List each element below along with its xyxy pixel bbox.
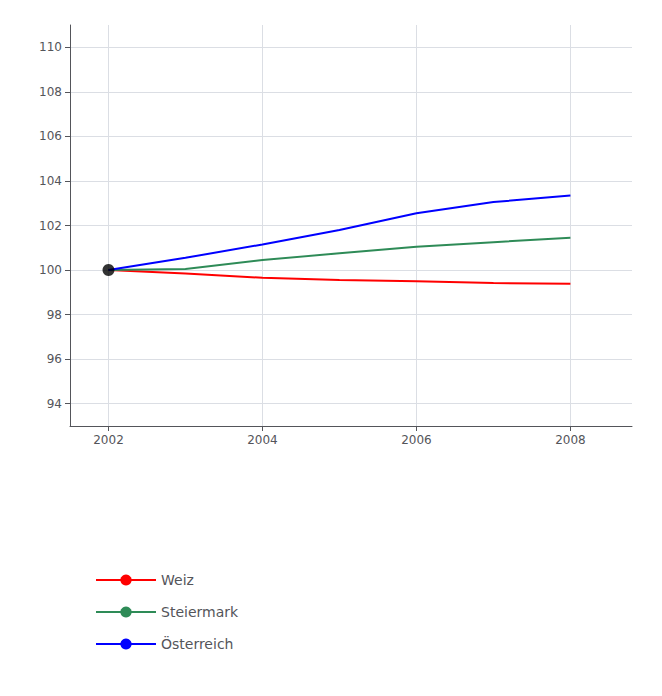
svg-text:2002: 2002 [93,433,124,447]
svg-text:106: 106 [39,129,62,143]
svg-text:2008: 2008 [555,433,586,447]
svg-text:94: 94 [47,397,62,411]
svg-text:108: 108 [39,85,62,99]
svg-text:98: 98 [47,308,62,322]
svg-text:2004: 2004 [247,433,278,447]
svg-text:Weiz: Weiz [161,572,194,588]
svg-text:100: 100 [39,263,62,277]
svg-text:Österreich: Österreich [161,635,233,652]
svg-text:2006: 2006 [401,433,432,447]
svg-text:102: 102 [39,219,62,233]
svg-text:110: 110 [39,40,62,54]
svg-text:96: 96 [47,352,62,366]
svg-text:Steiermark: Steiermark [161,604,239,620]
svg-text:104: 104 [39,174,62,188]
